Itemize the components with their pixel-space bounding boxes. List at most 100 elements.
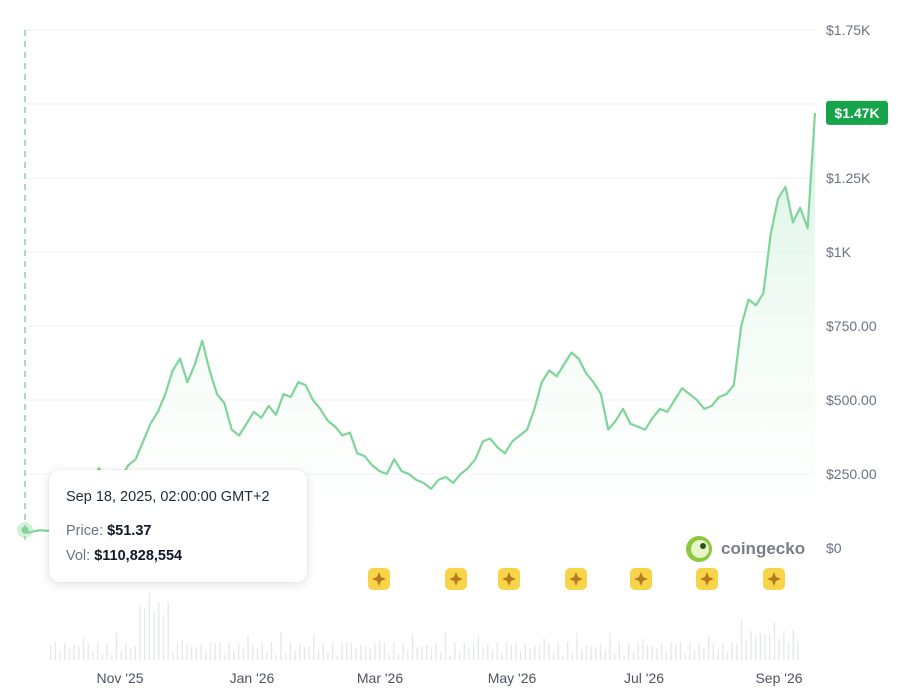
volume-bar — [745, 640, 747, 660]
volume-bar — [614, 653, 616, 660]
volume-bar — [426, 644, 428, 660]
volume-bar — [783, 630, 785, 660]
volume-bar — [416, 647, 418, 660]
volume-bar — [501, 653, 503, 660]
volume-bar — [717, 649, 719, 660]
volume-bar — [684, 653, 686, 660]
volume-bar — [393, 642, 395, 660]
volume-bar — [632, 651, 635, 660]
sparkle-badge-icon[interactable] — [368, 568, 390, 590]
volume-bar — [726, 652, 729, 660]
volume-bar — [153, 611, 155, 660]
volume-bar — [703, 647, 705, 660]
volume-bar — [200, 644, 202, 660]
event-markers — [368, 568, 785, 590]
volume-bar — [661, 643, 663, 660]
volume-bar — [656, 648, 658, 660]
tooltip-price-row: Price: $51.37 — [66, 523, 151, 539]
volume-bar — [750, 631, 752, 660]
volume-bar — [646, 645, 649, 660]
volume-bar — [247, 635, 249, 660]
volume-bar — [106, 642, 108, 660]
volume-bar — [350, 643, 353, 660]
sparkle-badge-icon[interactable] — [763, 568, 785, 590]
volume-bar — [275, 654, 277, 660]
volume-bar — [609, 632, 611, 660]
volume-bar — [571, 653, 573, 660]
volume-bar — [238, 643, 240, 660]
volume-bar — [186, 644, 188, 660]
volume-bar — [548, 643, 550, 660]
volume-bar — [346, 642, 348, 660]
volume-bar — [755, 636, 757, 660]
volume-bar — [623, 655, 625, 660]
volume-bar — [585, 644, 588, 660]
volume-bar — [769, 635, 771, 660]
volume-bar — [294, 650, 296, 660]
volume-bar — [369, 647, 371, 660]
volume-bar — [773, 621, 776, 660]
volume-bar — [162, 615, 165, 660]
volume-bar — [172, 653, 174, 660]
tooltip-volume-row: Vol: $110,828,554 — [66, 548, 182, 564]
price-line — [24, 112, 817, 534]
volume-bar — [792, 630, 794, 660]
volume-bar — [736, 643, 738, 660]
volume-bar — [463, 643, 465, 660]
sparkle-badge-icon[interactable] — [445, 568, 467, 590]
volume-bar — [120, 651, 122, 660]
x-tick-label: Jan '26 — [230, 670, 275, 686]
y-tick-label: $1K — [826, 244, 852, 260]
volume-bar — [303, 647, 306, 660]
volume-bar — [599, 644, 602, 660]
volume-bar — [496, 642, 498, 660]
volume-bar — [430, 648, 432, 660]
volume-bar — [679, 642, 682, 660]
volume-bar — [167, 602, 169, 660]
sparkle-badge-icon[interactable] — [696, 568, 718, 590]
volume-bar — [214, 643, 216, 660]
volume-bar — [581, 649, 583, 660]
volume-bar — [778, 638, 780, 660]
y-tick-label: $500.00 — [826, 392, 877, 408]
volume-bar — [440, 652, 442, 660]
volume-bar — [675, 644, 677, 660]
volume-bar — [534, 645, 536, 660]
sparkle-badge-icon[interactable] — [630, 568, 652, 590]
x-tick-label: Jul '26 — [624, 670, 664, 686]
sparkle-badge-icon[interactable] — [565, 568, 587, 590]
volume-bar — [388, 654, 390, 660]
volume-bar — [191, 646, 193, 660]
current-price-label: $1.47K — [834, 105, 879, 121]
volume-bar — [477, 636, 479, 660]
volume-bar — [797, 642, 799, 660]
volume-bar — [144, 608, 146, 660]
volume-bar — [552, 651, 555, 660]
volume-bar — [637, 643, 639, 660]
volume-bar — [764, 634, 766, 660]
volume-bar — [252, 645, 254, 660]
volume-bar — [256, 648, 259, 660]
volume-bar — [266, 651, 268, 660]
sparkle-icon — [372, 572, 386, 586]
sparkle-icon — [569, 572, 583, 586]
volume-bar — [134, 645, 136, 660]
volume-bar — [317, 649, 320, 660]
volume-bar — [308, 646, 310, 660]
volume-bar — [223, 655, 226, 660]
sparkle-badge-icon[interactable] — [498, 568, 520, 590]
volume-bar — [473, 644, 475, 660]
volume-bar — [228, 642, 230, 660]
volume-bar — [355, 648, 357, 660]
x-tick-label: Mar '26 — [357, 670, 403, 686]
volume-bar — [242, 648, 244, 660]
sparkle-icon — [767, 572, 781, 586]
volume-bar — [115, 632, 118, 660]
volume-bar — [181, 639, 183, 660]
volume-bar — [618, 642, 620, 660]
volume-bar — [233, 651, 235, 660]
coingecko-logo-icon — [686, 536, 712, 562]
volume-bar — [449, 655, 451, 660]
